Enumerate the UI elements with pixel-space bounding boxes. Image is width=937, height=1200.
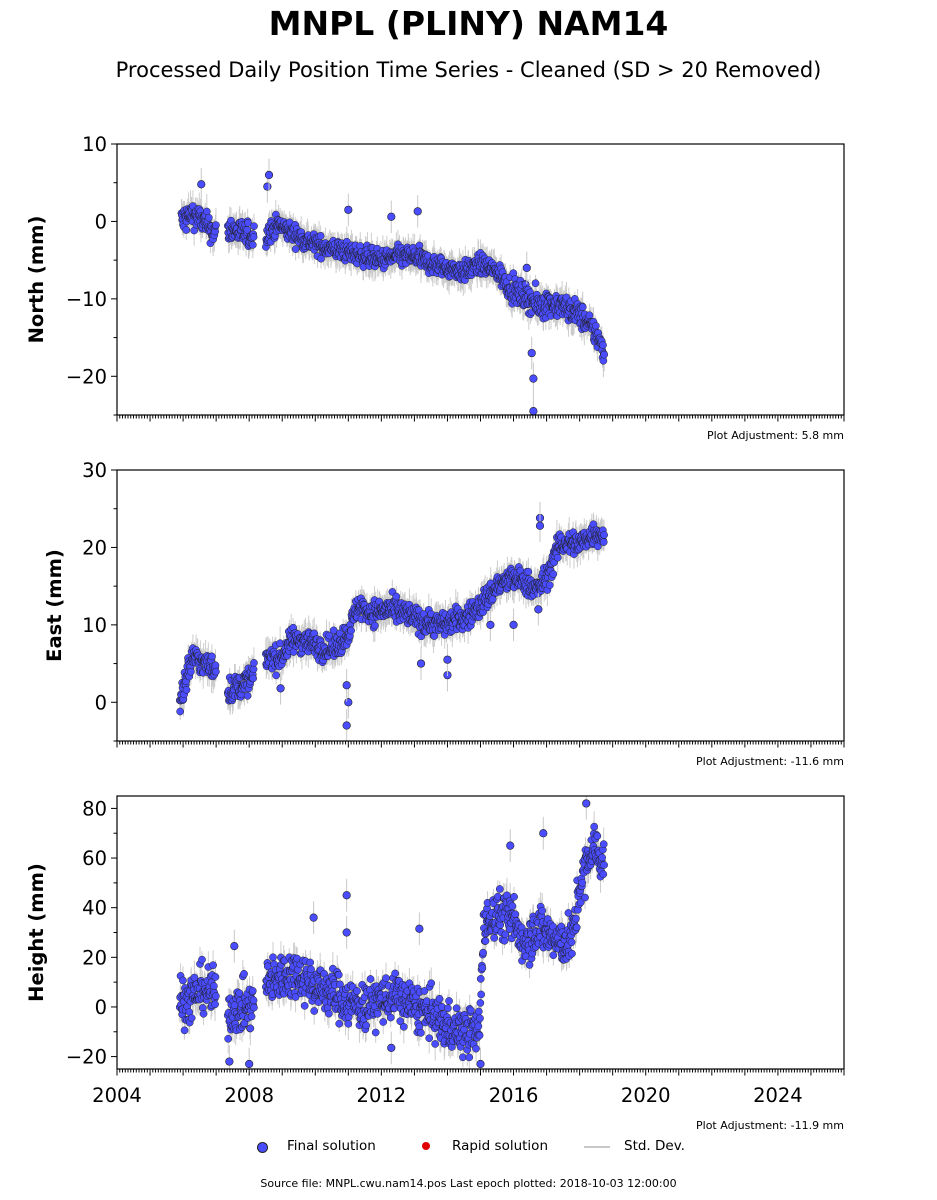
data-point (599, 538, 608, 546)
outlier-point (276, 684, 285, 693)
data-point (250, 222, 258, 231)
outlier-point (197, 180, 206, 189)
outlier-point (342, 721, 351, 730)
y-axis-label: East (mm) (43, 549, 66, 662)
series-final-solution (177, 158, 609, 415)
data-point (578, 303, 587, 311)
outlier-point (387, 212, 396, 221)
data-point (600, 531, 608, 539)
data-point (182, 686, 191, 694)
data-point (600, 350, 609, 359)
outlier-point (342, 681, 351, 690)
data-point (272, 671, 280, 680)
outlier-point (529, 374, 538, 383)
data-point (248, 241, 257, 249)
data-point (599, 341, 607, 349)
y-tick-label: 10 (82, 133, 107, 156)
outlier-point (413, 207, 422, 216)
data-point (524, 567, 533, 576)
data-point (591, 322, 600, 330)
outlier-point (443, 655, 452, 664)
series-final-solution (175, 501, 608, 741)
figure-subtitle: Processed Daily Position Time Series - C… (115, 58, 822, 82)
outlier-point (416, 659, 426, 668)
data-point (488, 595, 497, 604)
outlier-point (535, 521, 545, 530)
data-point (204, 213, 213, 222)
data-point (276, 639, 284, 648)
outlier-point (344, 205, 353, 214)
data-point (244, 218, 252, 227)
data-point (212, 221, 220, 229)
data-point (182, 226, 191, 234)
series-final-solution (175, 796, 608, 1069)
data-point (553, 553, 562, 562)
data-point (243, 691, 252, 700)
data-point (187, 667, 195, 676)
data-point (250, 659, 258, 667)
data-point (249, 233, 258, 241)
y-tick-label: 20 (82, 536, 107, 559)
figure-title: MNPL (PLINY) NAM14 (268, 4, 669, 43)
data-point (211, 661, 220, 670)
data-point (585, 311, 594, 320)
panel-0: 10 0 −10 −20 North (mm) (25, 133, 845, 422)
data-point (249, 665, 258, 674)
outlier-point (263, 182, 272, 191)
outlier-point (534, 605, 543, 614)
y-tick-label: 0 (95, 691, 107, 714)
y-tick-label: −20 (66, 365, 107, 388)
panel-1: 30 20 10 0 East (mm) (43, 459, 845, 748)
data-point (316, 232, 325, 240)
outlier-point (522, 263, 531, 272)
y-tick-label: 0 (95, 210, 107, 233)
outlier-point (509, 620, 518, 629)
data-point (549, 570, 558, 578)
data-point (249, 674, 257, 683)
outlier-point (486, 620, 495, 629)
data-point (531, 279, 540, 288)
data-point (392, 592, 401, 601)
y-axis-label: North (mm) (25, 216, 48, 344)
data-point (176, 707, 185, 716)
outlier-point (344, 698, 353, 707)
y-tick-label: −10 (66, 288, 107, 311)
data-point (212, 667, 220, 676)
outlier-point (527, 348, 536, 358)
data-point (371, 621, 379, 630)
outlier-point (264, 170, 274, 180)
data-point (329, 626, 338, 635)
outlier-point (529, 407, 538, 415)
data-point (545, 581, 554, 590)
data-point (208, 652, 216, 661)
y-tick-label: 30 (82, 459, 107, 482)
data-point (291, 245, 300, 253)
y-tick-label: 10 (82, 614, 107, 637)
data-point (347, 626, 355, 635)
